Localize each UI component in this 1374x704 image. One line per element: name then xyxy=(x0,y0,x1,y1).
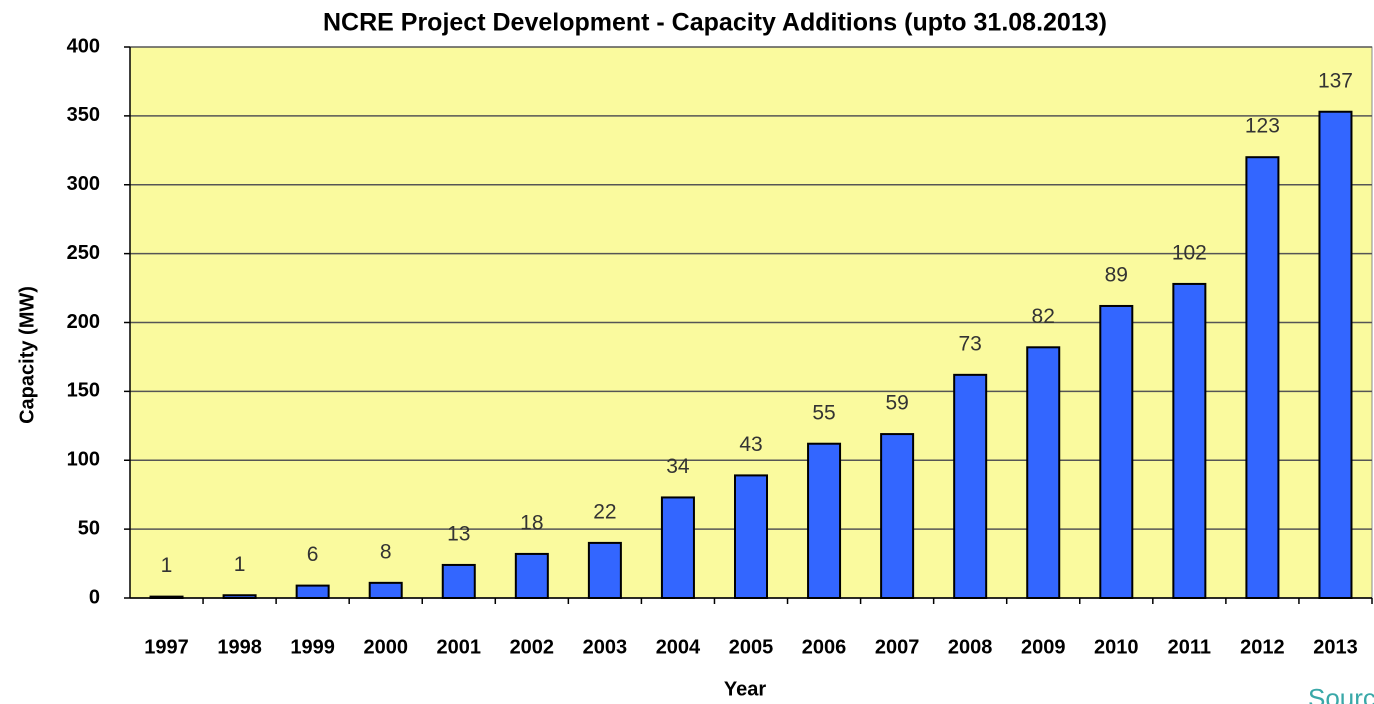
bar-label: 55 xyxy=(812,401,835,424)
bar xyxy=(1245,156,1280,599)
bar-label: 18 xyxy=(520,511,543,534)
bar-label: 73 xyxy=(958,332,981,355)
bar xyxy=(1026,346,1061,600)
chart-title: NCRE Project Development - Capacity Addi… xyxy=(323,9,1107,37)
x-tick-label: 2009 xyxy=(1021,636,1066,658)
bar xyxy=(295,584,330,599)
bar-label: 59 xyxy=(885,392,908,415)
bar xyxy=(660,496,695,600)
bar xyxy=(880,433,915,600)
bar-label: 34 xyxy=(666,455,690,478)
x-tick-label: 2001 xyxy=(437,636,482,658)
bar xyxy=(587,541,622,600)
bar xyxy=(149,595,184,599)
y-tick-label: 250 xyxy=(67,242,100,264)
bar-label: 43 xyxy=(739,433,762,456)
bar-label: 137 xyxy=(1318,69,1353,92)
x-tick-label: 2012 xyxy=(1240,636,1285,658)
x-tick-label: 2005 xyxy=(729,636,774,658)
bar xyxy=(1318,110,1353,600)
x-tick-label: 1998 xyxy=(217,636,262,658)
x-tick-label: 2010 xyxy=(1094,636,1139,658)
bar xyxy=(734,474,768,599)
source: Source xyxy=(1308,683,1374,704)
x-tick-label: 2011 xyxy=(1168,636,1211,658)
bar-label: 22 xyxy=(593,500,616,523)
x-tick-label: 2004 xyxy=(656,636,701,658)
bar-label: 89 xyxy=(1105,264,1128,287)
y-axis-label: Capacity (MW) xyxy=(16,286,38,424)
x-tick-label: 2007 xyxy=(875,636,920,658)
bar-label: 102 xyxy=(1172,241,1207,264)
y-tick-label: 400 xyxy=(67,35,100,57)
bar-label: 6 xyxy=(307,543,319,566)
x-tick-label: 2008 xyxy=(948,636,993,658)
bar-label: 123 xyxy=(1245,115,1280,138)
bar xyxy=(953,373,988,599)
bar xyxy=(514,552,549,599)
x-tick-label: 2006 xyxy=(802,636,847,658)
bar xyxy=(368,581,403,599)
y-tick-label: 200 xyxy=(67,311,100,333)
x-tick-label: 2003 xyxy=(583,636,628,658)
bar-label: 1 xyxy=(234,553,246,576)
y-tick-label: 50 xyxy=(78,517,100,539)
bar xyxy=(441,563,476,600)
y-tick-label: 100 xyxy=(67,449,100,471)
x-tick-label: 1997 xyxy=(144,636,189,658)
x-tick-label: 2002 xyxy=(510,636,555,658)
bar-label: 8 xyxy=(380,540,392,563)
y-tick-label: 300 xyxy=(67,173,100,195)
x-tick-label: 2013 xyxy=(1313,636,1358,658)
y-tick-label: 350 xyxy=(67,104,100,126)
bar-label: 13 xyxy=(447,522,470,545)
x-tick-label: 1999 xyxy=(290,636,335,658)
y-tick-label: 150 xyxy=(67,380,100,402)
bar-label: 1 xyxy=(161,554,173,577)
y-tick-label: 0 xyxy=(89,586,100,608)
x-axis-label: Year xyxy=(724,678,766,700)
x-tick-label: 2000 xyxy=(363,636,408,658)
bar-label: 82 xyxy=(1032,305,1055,328)
bar xyxy=(807,442,842,599)
bar xyxy=(222,594,257,599)
bar xyxy=(1172,282,1207,599)
bar xyxy=(1099,304,1134,599)
